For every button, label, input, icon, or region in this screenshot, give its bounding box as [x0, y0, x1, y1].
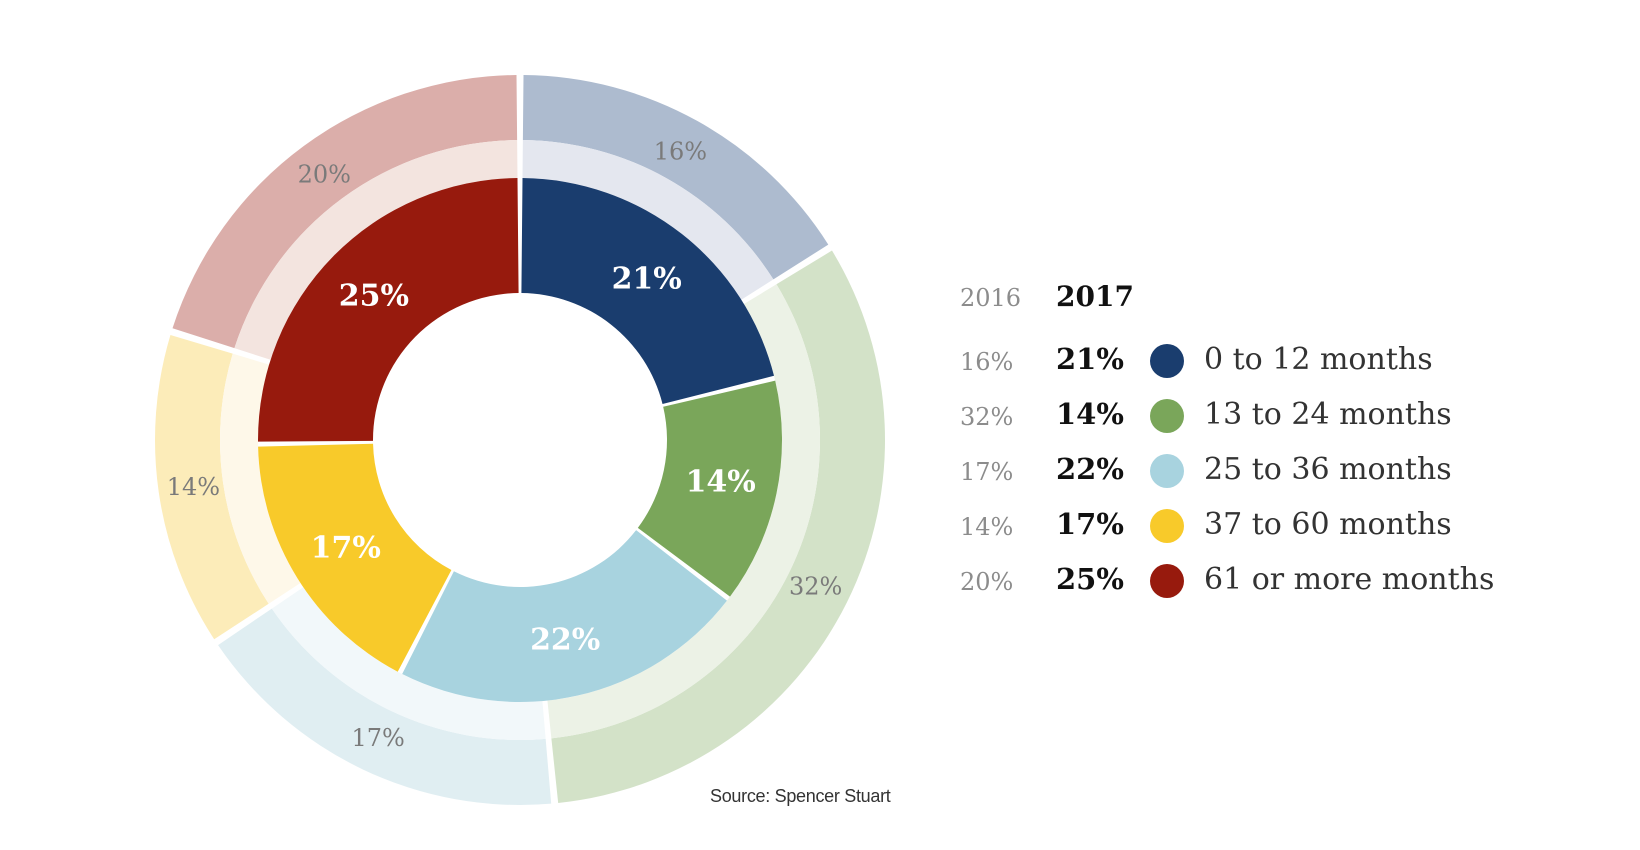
inner-segment — [258, 178, 519, 442]
inner-value-label: 22% — [530, 623, 600, 658]
outer-value-label: 16% — [654, 138, 707, 166]
legend-row-37-60-months: 14% 17% 37 to 60 months — [960, 503, 1600, 558]
legend-value-2017: 21% — [1056, 342, 1124, 376]
outer-segment-band — [551, 250, 885, 804]
outer-segment-ring — [522, 140, 774, 300]
inner-ring-2017 — [258, 178, 783, 703]
source-note: Source: Spencer Stuart — [710, 786, 891, 806]
outer-segment-band — [218, 608, 552, 805]
outer-segment-ring — [547, 284, 820, 739]
inner-value-label: 21% — [612, 261, 682, 296]
segment-labels: 16% 32% 17% 14% 20% 21% 14% 22% 17% 25% — [167, 138, 843, 752]
legend-header: 2016 2017 — [960, 276, 1600, 338]
inner-value-label: 14% — [686, 465, 756, 500]
outer-segment-band — [155, 334, 269, 640]
legend-row-61-plus-months: 20% 25% 61 or more months — [960, 558, 1600, 613]
inner-value-label: 25% — [339, 279, 409, 314]
outer-segment-ring — [234, 140, 518, 360]
legend-value-2017: 22% — [1056, 452, 1124, 486]
legend-year-2016: 2016 — [960, 284, 1022, 312]
legend-value-2016: 16% — [960, 348, 1014, 376]
legend-category-label: 13 to 24 months — [1204, 397, 1452, 432]
legend-category-label: 25 to 36 months — [1204, 452, 1452, 487]
outer-segment-band — [172, 75, 518, 349]
outer-segment-band — [522, 75, 829, 280]
legend-value-2016: 20% — [960, 568, 1014, 596]
legend-swatch — [1150, 399, 1184, 433]
legend-value-2016: 17% — [960, 458, 1014, 486]
legend-value-2017: 17% — [1056, 507, 1124, 541]
legend-row-25-36-months: 17% 22% 25 to 36 months — [960, 448, 1600, 503]
outer-ring-2016 — [155, 75, 885, 805]
legend-year-2017: 2017 — [1056, 280, 1134, 313]
legend-swatch — [1150, 564, 1184, 598]
outer-segment-ring — [220, 353, 301, 604]
legend-swatch — [1150, 344, 1184, 378]
inner-segment — [402, 530, 727, 703]
legend-row-13-24-months: 32% 14% 13 to 24 months — [960, 393, 1600, 448]
legend-value-2016: 14% — [960, 513, 1014, 541]
legend-category-label: 37 to 60 months — [1204, 507, 1452, 542]
inner-segment — [258, 443, 452, 672]
legend: 2016 2017 16% 21% 0 to 12 months 32% 14%… — [960, 276, 1600, 613]
legend-swatch — [1150, 509, 1184, 543]
outer-value-label: 17% — [352, 724, 405, 752]
legend-row-0-12-months: 16% 21% 0 to 12 months — [960, 338, 1600, 393]
inner-segment — [637, 380, 783, 597]
outer-value-label: 14% — [167, 473, 220, 501]
legend-value-2017: 14% — [1056, 397, 1124, 431]
outer-value-label: 20% — [298, 160, 351, 188]
inner-value-label: 17% — [311, 531, 381, 566]
legend-swatch — [1150, 454, 1184, 488]
legend-category-label: 61 or more months — [1204, 562, 1495, 597]
legend-value-2017: 25% — [1056, 562, 1124, 596]
legend-value-2016: 32% — [960, 403, 1014, 431]
inner-segment — [521, 178, 775, 404]
outer-value-label: 32% — [789, 573, 842, 601]
legend-category-label: 0 to 12 months — [1204, 342, 1433, 377]
outer-segment-ring — [271, 587, 546, 740]
